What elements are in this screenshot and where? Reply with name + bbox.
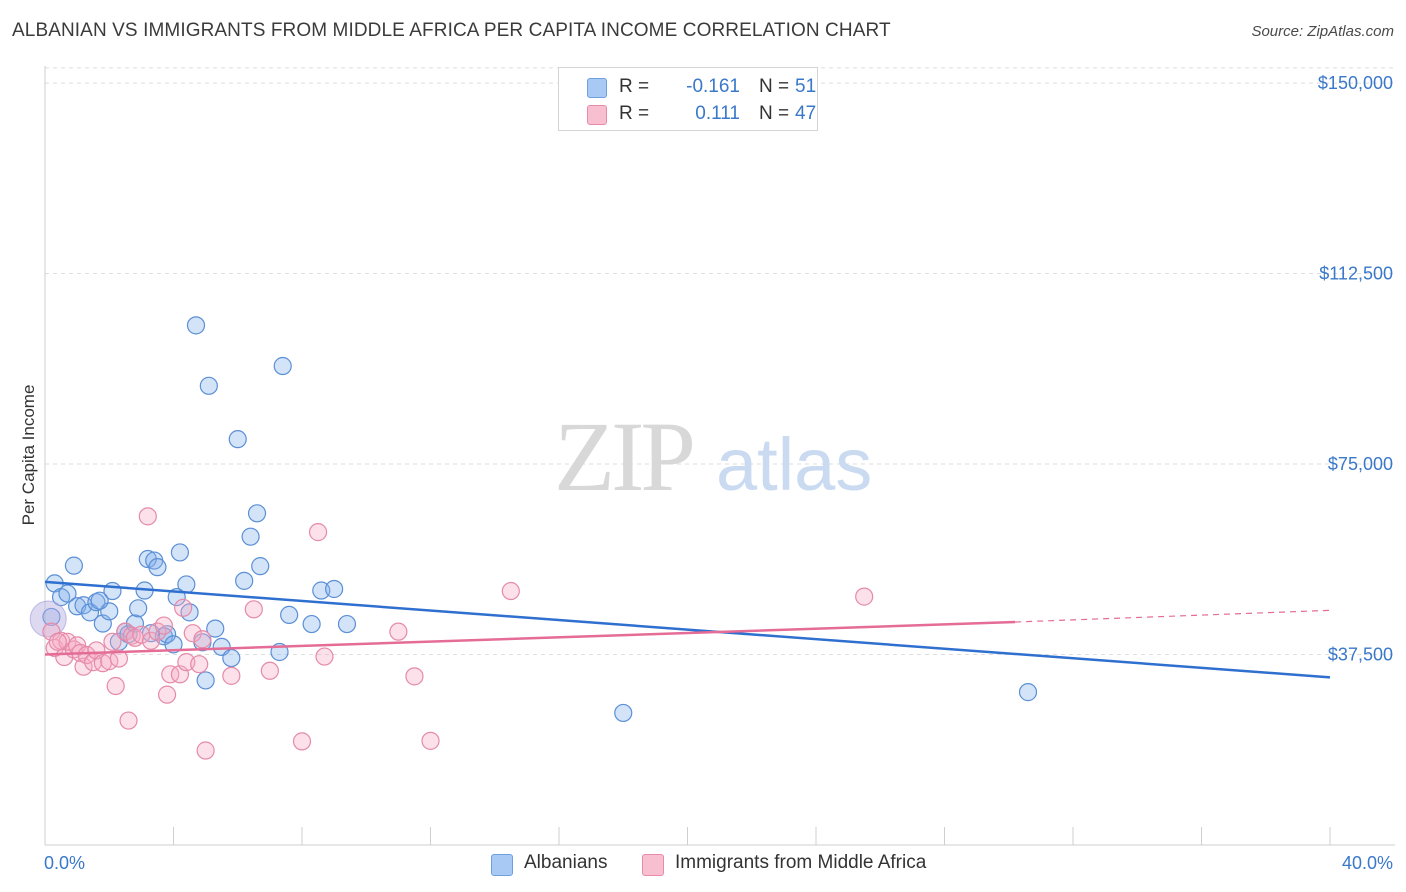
chart-title: ALBANIAN VS IMMIGRANTS FROM MIDDLE AFRIC… <box>12 20 891 41</box>
legend-n-value: 51 <box>795 76 817 97</box>
albanian-point <box>148 558 167 577</box>
albanian-point <box>235 571 254 590</box>
albanians-trend-line <box>44 580 1331 679</box>
x-tick-label: 0.0% <box>44 853 85 873</box>
albanian-point <box>164 635 183 654</box>
trend-lines <box>44 580 1331 679</box>
middle-africa-point <box>405 667 424 686</box>
axes <box>44 66 1395 846</box>
albanian-point <box>170 543 190 562</box>
middle-africa-point <box>58 632 77 651</box>
tick-labels: $37,500 $75,000 $112,500 $150,000 0.0% 40.0% <box>44 73 1393 873</box>
middle-africa-point <box>190 655 209 674</box>
albanian-point <box>325 579 344 599</box>
middle-africa-point <box>157 685 177 704</box>
middle-africa-point <box>389 622 408 641</box>
albanian-point <box>196 671 215 690</box>
legend-n-value: 47 <box>795 103 817 124</box>
albanian-point <box>186 316 206 335</box>
albanian-point <box>177 575 196 594</box>
bottom-legend-label: Albanians <box>524 852 608 873</box>
legend-swatch-blue <box>587 78 607 98</box>
albanian-point <box>337 614 357 634</box>
middle-africa-point <box>244 600 263 619</box>
legend-swatch-pink <box>587 105 607 125</box>
middle-africa-point <box>292 732 312 751</box>
middle-africa-point <box>174 598 193 617</box>
albanian-point <box>280 605 299 625</box>
albanian-point <box>1018 683 1038 702</box>
albanian-point <box>273 356 292 376</box>
albanian-point <box>247 504 267 523</box>
middle-africa-point <box>421 731 440 750</box>
legend-r-value: -0.161 <box>686 76 740 97</box>
middle-africa-point <box>196 741 215 760</box>
albanian-point <box>614 703 633 723</box>
albanian-point <box>199 376 218 395</box>
middle-africa-point <box>74 657 93 676</box>
x-tick-label: 40.0% <box>1342 853 1393 873</box>
albanian-point <box>42 607 61 627</box>
watermark-atlas: atlas <box>716 423 872 506</box>
middle-africa-point <box>183 624 202 643</box>
middle-africa-trend-line <box>44 620 1016 656</box>
legend-r-label: R = <box>619 76 650 97</box>
middle-africa-point <box>260 661 279 680</box>
albanian-point <box>206 619 225 638</box>
middle-africa-point <box>222 666 241 685</box>
legend-n-label: N = <box>759 103 790 124</box>
legend-r-value: 0.111 <box>695 103 740 124</box>
source-credit: Source: ZipAtlas.com <box>1251 23 1394 40</box>
albanian-point <box>302 614 321 634</box>
middle-africa-point <box>154 616 173 635</box>
albanian-point <box>58 584 77 603</box>
bottom-legend-swatch-blue <box>491 854 513 876</box>
albanian-point <box>129 599 148 618</box>
middle-africa-point <box>48 632 67 651</box>
albanian-point <box>222 648 241 668</box>
middle-africa-point <box>103 632 122 651</box>
middle-africa-point <box>315 647 334 666</box>
middle-africa-trend-extension <box>1015 609 1331 623</box>
cluster-point <box>29 600 67 638</box>
middle-africa-point <box>161 665 180 684</box>
albanian-point <box>64 556 84 575</box>
middle-africa-points <box>42 507 874 760</box>
gridlines <box>45 67 1395 656</box>
albanian-point <box>251 557 270 576</box>
albanian-point <box>241 527 260 546</box>
legend-n-label: N = <box>759 76 790 97</box>
albanian-point <box>228 430 247 449</box>
middle-africa-point <box>855 587 874 606</box>
y-tick-label: $75,000 <box>1328 454 1393 474</box>
middle-africa-point <box>122 626 141 645</box>
middle-africa-point <box>193 630 212 649</box>
albanian-point <box>80 603 100 622</box>
watermark-zip: ZIP <box>554 401 692 512</box>
middle-africa-point <box>141 631 161 650</box>
legend-r-label: R = <box>619 103 650 124</box>
correlation-legend: R = -0.161 N = 51 R = 0.111 N = 47 <box>558 67 818 131</box>
middle-africa-point <box>501 581 520 601</box>
y-tick-label: $150,000 <box>1318 73 1393 93</box>
bottom-legend-swatch-pink <box>642 854 664 876</box>
middle-africa-point <box>308 523 328 542</box>
y-tick-label: $37,500 <box>1328 645 1393 665</box>
y-tick-label: $112,500 <box>1319 264 1393 284</box>
y-axis-label: Per Capita Income <box>19 385 38 526</box>
middle-africa-point <box>77 645 96 665</box>
middle-africa-point <box>106 676 125 696</box>
bottom-legend-label: Immigrants from Middle Africa <box>675 852 927 873</box>
middle-africa-point <box>109 649 128 668</box>
middle-africa-point <box>138 507 157 526</box>
middle-africa-point <box>119 711 138 730</box>
albanian-point <box>90 591 109 610</box>
